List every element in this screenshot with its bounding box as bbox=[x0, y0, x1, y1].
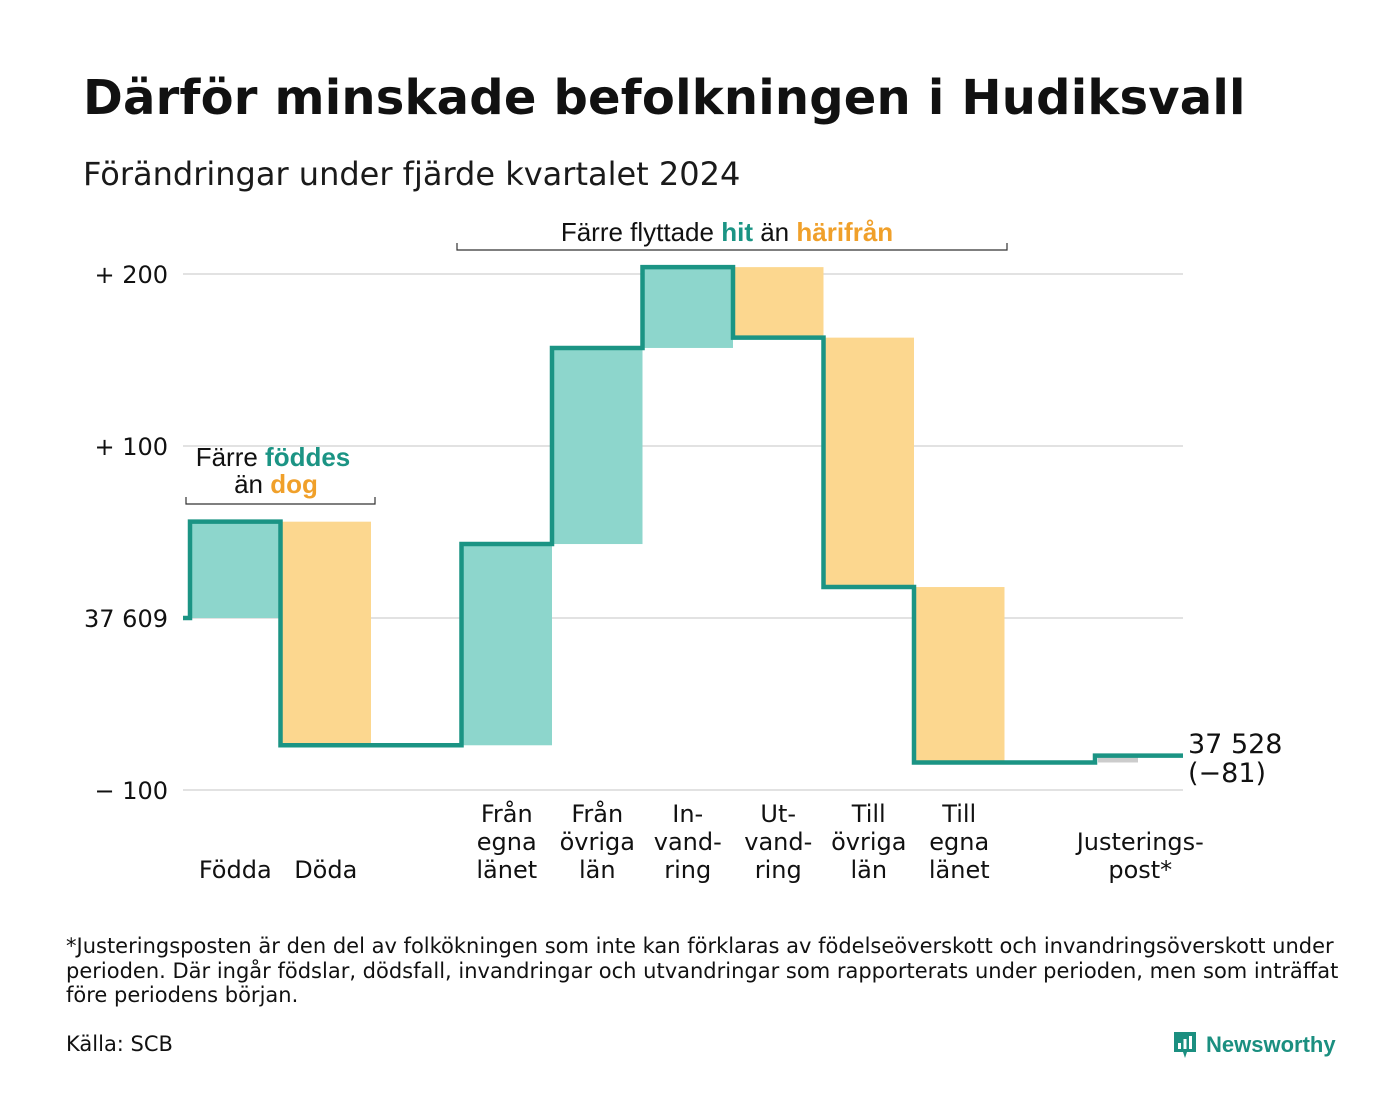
x-axis-label: Till bbox=[851, 800, 886, 828]
x-axis-label: övriga bbox=[831, 828, 906, 856]
x-axis-label: post* bbox=[1108, 856, 1172, 884]
bar bbox=[823, 337, 914, 588]
x-axis-label: egna bbox=[477, 828, 537, 856]
x-axis-labels: Födda DödaFrånegnalänetFrånövrigalänIn-va… bbox=[199, 799, 1204, 884]
y-tick-label: − 100 bbox=[94, 777, 168, 805]
x-axis-label: Till bbox=[941, 800, 976, 828]
x-axis-label: Justerings- bbox=[1075, 828, 1204, 856]
chart-subtitle: Förändringar under fjärde kvartalet 2024 bbox=[83, 155, 741, 193]
annotation-text: Färre föddes bbox=[196, 442, 351, 472]
end-value-label: 37 528 bbox=[1188, 729, 1282, 760]
brand-logo: Newsworthy bbox=[1172, 1030, 1336, 1060]
x-axis-label: Från bbox=[481, 799, 533, 828]
x-axis-label: Döda bbox=[294, 856, 357, 884]
annotation-text: Färre flyttade hit än härifrån bbox=[561, 217, 893, 247]
step-line bbox=[183, 264, 1183, 765]
x-axis-label: länet bbox=[476, 856, 537, 884]
y-axis-labels: + 200 + 100 37 609 − 100 bbox=[84, 261, 168, 805]
y-tick-label: + 200 bbox=[94, 261, 168, 289]
bar bbox=[642, 267, 733, 348]
bar bbox=[1098, 755, 1138, 763]
chart-title: Därför minskade befolkningen i Hudiksval… bbox=[83, 70, 1246, 126]
x-axis-label: län bbox=[579, 856, 616, 884]
y-tick-label: 37 609 bbox=[84, 605, 168, 633]
bar bbox=[461, 544, 552, 746]
source-text: Källa: SCB bbox=[66, 1032, 173, 1056]
x-axis-label: vand- bbox=[654, 828, 722, 856]
bars bbox=[190, 267, 1138, 763]
bar bbox=[190, 521, 281, 618]
x-axis-label: vand- bbox=[744, 828, 812, 856]
x-axis-label: ring bbox=[664, 856, 711, 884]
end-change-label: (−81) bbox=[1188, 758, 1266, 789]
annotation-bracket bbox=[456, 243, 1008, 251]
annotation-text: än dog bbox=[234, 469, 318, 499]
x-axis-label: länet bbox=[929, 856, 990, 884]
bar bbox=[733, 267, 824, 338]
running-total-line bbox=[183, 264, 1183, 765]
x-axis-label: Ut- bbox=[760, 800, 796, 828]
x-axis-label: Födda bbox=[199, 856, 272, 884]
y-tick-label: + 100 bbox=[94, 433, 168, 461]
x-axis-label: ring bbox=[755, 856, 802, 884]
x-axis-label: Från bbox=[571, 799, 623, 828]
bar bbox=[280, 521, 371, 746]
bar bbox=[914, 587, 1005, 763]
footnote: *Justeringsposten är den del av folkökni… bbox=[66, 934, 1339, 1007]
newsworthy-icon bbox=[1174, 1032, 1196, 1058]
bar bbox=[552, 347, 643, 545]
annotation-bracket bbox=[185, 497, 376, 505]
x-axis-label: In- bbox=[672, 800, 703, 828]
end-label: 37 528(−81) bbox=[1188, 729, 1282, 789]
x-axis-label: län bbox=[850, 856, 887, 884]
x-axis-label: övriga bbox=[560, 828, 635, 856]
brand-name: Newsworthy bbox=[1206, 1032, 1336, 1057]
x-axis-label: egna bbox=[929, 828, 989, 856]
